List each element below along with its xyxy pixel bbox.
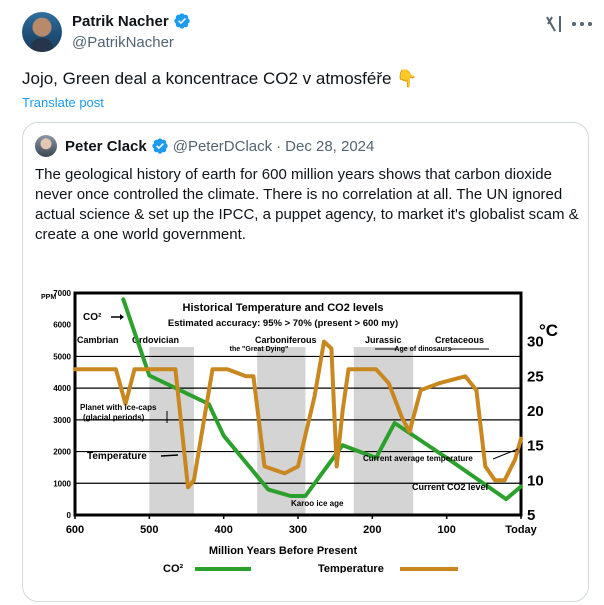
right-tick-label: 25	[527, 368, 544, 385]
dinosaurs-label: Age of dinosaurs	[394, 346, 451, 353]
quoted-author-avatar[interactable]	[35, 135, 57, 157]
left-tick-label: 3000	[53, 416, 71, 425]
author-display-name[interactable]: Patrik Nacher	[72, 12, 169, 30]
x-tick-label: 200	[363, 524, 381, 536]
author-name-row: Patrik Nacher	[72, 12, 191, 30]
post-header: Patrik Nacher @PatrikNacher	[22, 10, 592, 58]
left-tick-label: 4000	[53, 384, 71, 393]
x-tick-label: 600	[66, 524, 84, 536]
x-tick-label: Today	[505, 524, 537, 536]
current-avg-temp-arrow	[492, 448, 519, 460]
quoted-post-date[interactable]: Dec 28, 2024	[285, 137, 375, 155]
author-handle[interactable]: @PatrikNacher	[72, 34, 174, 51]
quoted-post[interactable]: Peter Clack @PeterDClack · Dec 28, 2024 …	[22, 122, 589, 602]
verified-badge-icon	[174, 13, 190, 29]
great-dying-label: the "Great Dying"	[230, 346, 289, 353]
quoted-author-handle[interactable]: @PeterDClack	[172, 137, 273, 155]
x-axis-label: Million Years Before Present	[209, 545, 358, 557]
period-label: Cretaceous	[435, 335, 484, 345]
current-co2-label: Current CO2 level	[412, 482, 488, 492]
chart-subtitle: Estimated accuracy: 95% > 70% (present >…	[168, 318, 398, 329]
period-label: Jurassic	[365, 335, 402, 345]
legend-label: Temperature	[318, 563, 384, 573]
right-axis-unit: °C	[539, 321, 558, 340]
temperature-co2-chart[interactable]: Historical Temperature and CO2 levels Es…	[33, 283, 573, 573]
temperature-marker-arrow	[160, 454, 179, 457]
series-line	[73, 339, 523, 490]
current-avg-temp-label: Current average temperature	[363, 454, 473, 463]
post-text: Jojo, Green deal a koncentrace CO2 v atm…	[22, 69, 418, 88]
co2-marker-arrowhead	[120, 314, 124, 320]
glacial-band	[257, 347, 306, 515]
chart-svg: Historical Temperature and CO2 levels Es…	[41, 289, 558, 573]
author-avatar[interactable]	[22, 12, 62, 52]
period-label: Cambrian	[77, 335, 119, 345]
glacial-periods-label: (glacial periods)	[83, 413, 145, 422]
date-separator: ·	[276, 137, 282, 155]
legend-label: CO²	[163, 563, 184, 573]
left-tick-label: 1000	[53, 479, 71, 488]
grok-icon[interactable]	[544, 14, 564, 34]
verified-badge-icon	[152, 138, 168, 154]
left-axis-unit: PPM	[41, 294, 56, 301]
x-tick-label: 400	[214, 524, 232, 536]
left-tick-label: 6000	[53, 321, 71, 330]
glacial-band	[149, 347, 194, 515]
translate-post-link[interactable]: Translate post	[22, 95, 104, 110]
karoo-label: Karoo ice age	[291, 499, 344, 508]
right-tick-label: 30	[527, 334, 544, 351]
right-tick-label: 10	[527, 472, 544, 489]
quoted-author-name[interactable]: Peter Clack	[65, 137, 147, 155]
x-tick-label: 300	[289, 524, 307, 536]
quoted-post-header: Peter Clack @PeterDClack · Dec 28, 2024	[35, 135, 374, 157]
left-tick-label: 0	[67, 511, 72, 520]
right-tick-label: 5	[527, 507, 535, 524]
left-tick-label: 5000	[53, 352, 71, 361]
left-tick-label: 7000	[53, 289, 71, 298]
quoted-post-text: The geological history of earth for 600 …	[35, 166, 579, 243]
right-tick-label: 20	[527, 403, 544, 420]
more-icon[interactable]	[572, 14, 592, 34]
co2-marker-label: CO²	[83, 312, 102, 323]
chart-title: Historical Temperature and CO2 levels	[183, 302, 384, 314]
period-label: Carboniferous	[255, 335, 317, 345]
period-label: Ordovician	[132, 335, 179, 345]
temperature-marker-label: Temperature	[87, 451, 147, 462]
right-tick-label: 15	[527, 438, 544, 455]
x-tick-label: 100	[437, 524, 455, 536]
series-line	[121, 297, 523, 502]
left-tick-label: 2000	[53, 448, 71, 457]
ice-caps-label: Planet with ice-caps	[80, 403, 157, 412]
x-tick-label: 500	[140, 524, 158, 536]
